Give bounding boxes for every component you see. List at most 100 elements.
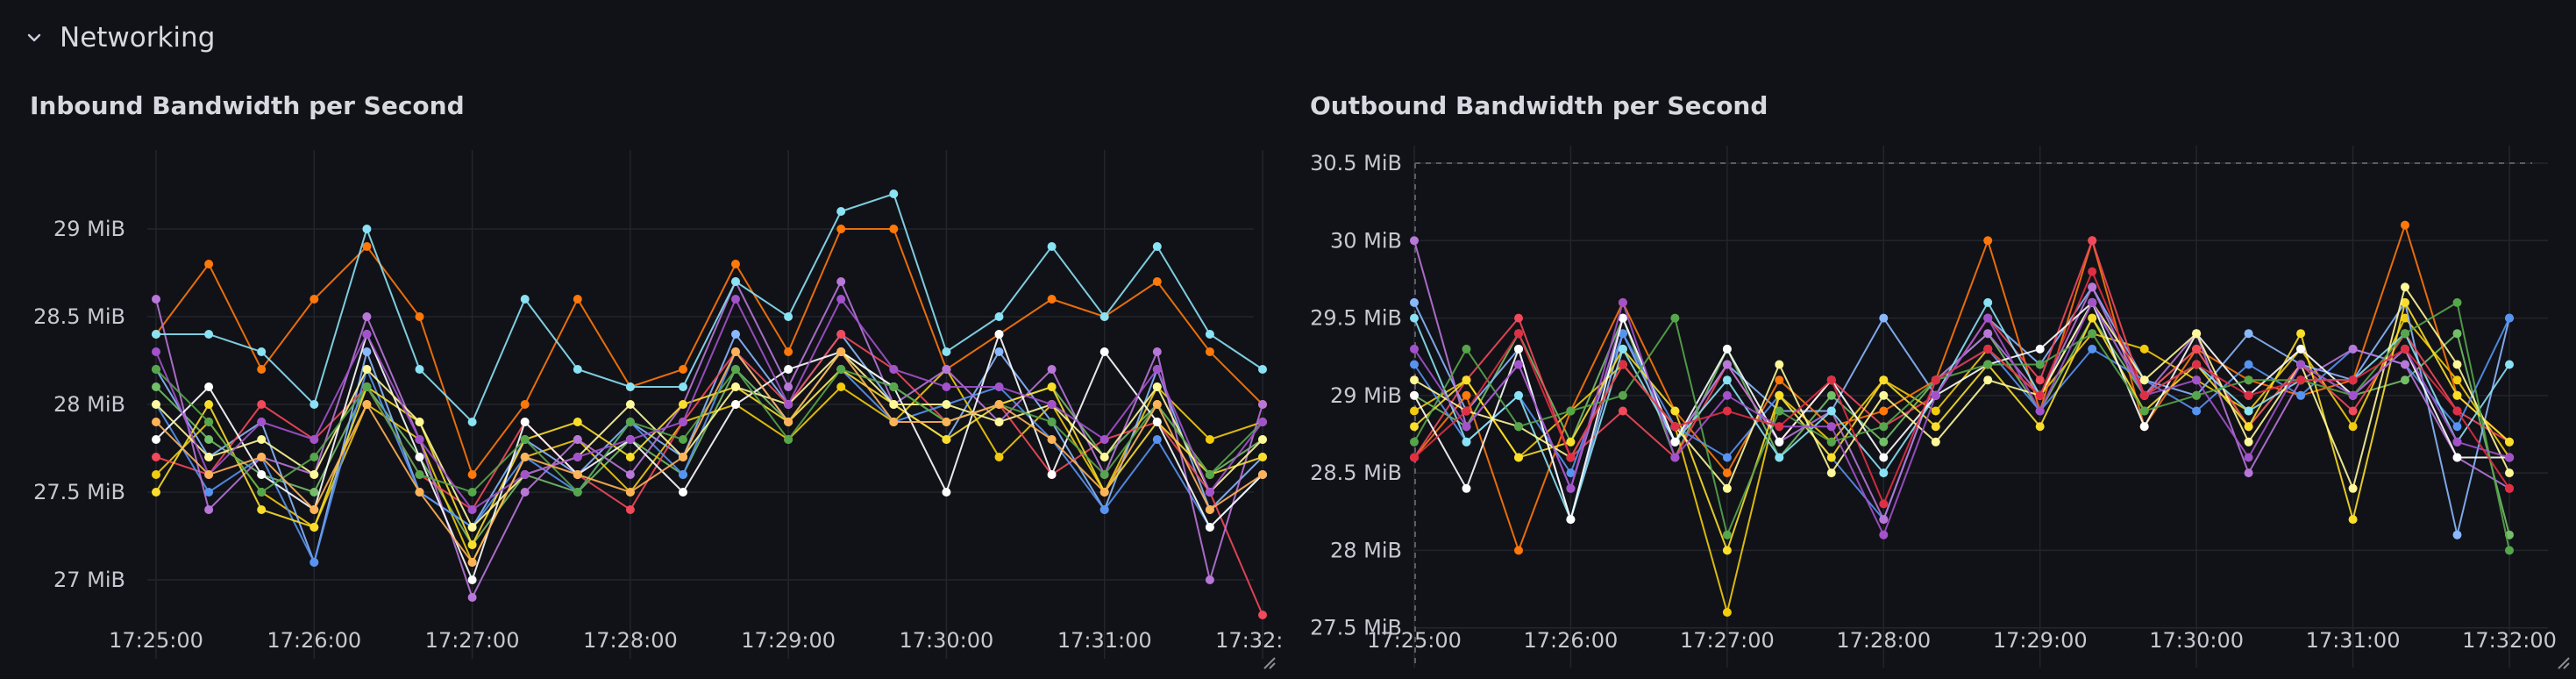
series-line[interactable]: [1413, 269, 2510, 506]
data-point[interactable]: [204, 330, 214, 339]
data-point[interactable]: [2505, 468, 2514, 478]
data-point[interactable]: [1410, 453, 1419, 462]
data-point[interactable]: [362, 330, 372, 339]
data-point[interactable]: [1826, 422, 1836, 432]
data-point[interactable]: [2192, 329, 2202, 339]
data-point[interactable]: [1410, 236, 1419, 246]
data-point[interactable]: [1826, 375, 1836, 385]
data-point[interactable]: [1514, 313, 1523, 323]
data-point[interactable]: [942, 382, 951, 391]
data-point[interactable]: [1618, 313, 1627, 323]
data-point[interactable]: [520, 295, 530, 304]
data-point[interactable]: [2505, 483, 2514, 493]
data-point[interactable]: [2505, 360, 2514, 369]
data-point[interactable]: [836, 207, 846, 216]
data-point[interactable]: [1618, 297, 1627, 307]
data-point[interactable]: [2192, 375, 2202, 385]
data-point[interactable]: [2505, 313, 2514, 323]
data-point[interactable]: [257, 505, 267, 514]
data-point[interactable]: [310, 295, 319, 304]
data-point[interactable]: [784, 382, 793, 391]
data-point[interactable]: [1775, 437, 1784, 447]
data-point[interactable]: [2452, 530, 2462, 540]
data-point[interactable]: [1205, 330, 1214, 339]
data-point[interactable]: [1462, 406, 1471, 416]
data-point[interactable]: [731, 330, 740, 339]
data-point[interactable]: [2348, 483, 2358, 493]
data-point[interactable]: [2401, 375, 2409, 385]
data-point[interactable]: [1514, 546, 1523, 555]
data-point[interactable]: [1205, 470, 1214, 479]
data-point[interactable]: [1514, 422, 1523, 432]
data-point[interactable]: [2035, 360, 2045, 369]
data-point[interactable]: [310, 488, 319, 497]
data-point[interactable]: [1618, 406, 1627, 416]
data-point[interactable]: [1670, 406, 1680, 416]
data-point[interactable]: [2088, 329, 2097, 339]
data-point[interactable]: [2139, 406, 2149, 416]
data-point[interactable]: [1258, 400, 1267, 409]
data-point[interactable]: [679, 400, 687, 409]
data-point[interactable]: [1047, 400, 1057, 409]
data-point[interactable]: [1410, 437, 1419, 447]
data-point[interactable]: [310, 435, 319, 444]
data-point[interactable]: [1826, 406, 1836, 416]
data-point[interactable]: [1775, 453, 1784, 462]
data-point[interactable]: [204, 400, 214, 409]
data-point[interactable]: [942, 365, 951, 374]
data-point[interactable]: [467, 593, 477, 602]
data-point[interactable]: [1983, 375, 1993, 385]
data-point[interactable]: [2401, 220, 2409, 230]
data-point[interactable]: [204, 435, 214, 444]
data-point[interactable]: [1722, 483, 1732, 493]
data-point[interactable]: [1462, 375, 1471, 385]
data-point[interactable]: [1931, 406, 1940, 416]
data-point[interactable]: [2452, 390, 2462, 400]
data-point[interactable]: [1514, 390, 1523, 400]
data-point[interactable]: [2192, 390, 2202, 400]
data-point[interactable]: [1983, 344, 1993, 354]
data-point[interactable]: [889, 418, 899, 426]
data-point[interactable]: [152, 347, 160, 356]
data-point[interactable]: [2088, 267, 2097, 276]
data-point[interactable]: [415, 418, 424, 426]
data-point[interactable]: [2296, 360, 2306, 369]
series-line[interactable]: [155, 350, 1263, 565]
data-point[interactable]: [1514, 329, 1523, 339]
data-point[interactable]: [152, 295, 160, 304]
data-point[interactable]: [152, 435, 160, 444]
series-line[interactable]: [1413, 299, 2510, 538]
data-point[interactable]: [520, 453, 530, 461]
resize-handle-icon[interactable]: [1257, 651, 1277, 670]
data-point[interactable]: [415, 488, 424, 497]
data-point[interactable]: [152, 365, 160, 374]
data-point[interactable]: [1099, 347, 1109, 356]
data-point[interactable]: [942, 488, 951, 497]
data-point[interactable]: [1983, 313, 1993, 323]
data-point[interactable]: [1618, 329, 1627, 339]
data-point[interactable]: [362, 225, 372, 233]
data-point[interactable]: [2401, 329, 2409, 339]
data-point[interactable]: [889, 189, 899, 198]
data-point[interactable]: [257, 418, 267, 426]
data-point[interactable]: [2296, 329, 2306, 339]
data-point[interactable]: [731, 347, 740, 356]
data-point[interactable]: [467, 558, 477, 567]
data-point[interactable]: [1722, 546, 1732, 555]
data-point[interactable]: [204, 488, 214, 497]
data-point[interactable]: [1722, 468, 1732, 478]
data-point[interactable]: [2139, 375, 2149, 385]
data-point[interactable]: [152, 488, 160, 497]
data-point[interactable]: [731, 277, 740, 286]
data-point[interactable]: [2192, 360, 2202, 369]
data-point[interactable]: [2505, 546, 2514, 555]
data-point[interactable]: [784, 400, 793, 409]
data-point[interactable]: [1152, 242, 1162, 251]
data-point[interactable]: [942, 347, 951, 356]
data-point[interactable]: [2401, 360, 2409, 369]
data-point[interactable]: [2244, 453, 2253, 462]
data-point[interactable]: [2088, 282, 2097, 292]
data-point[interactable]: [1258, 418, 1267, 426]
data-point[interactable]: [2348, 390, 2358, 400]
data-point[interactable]: [1258, 435, 1267, 444]
